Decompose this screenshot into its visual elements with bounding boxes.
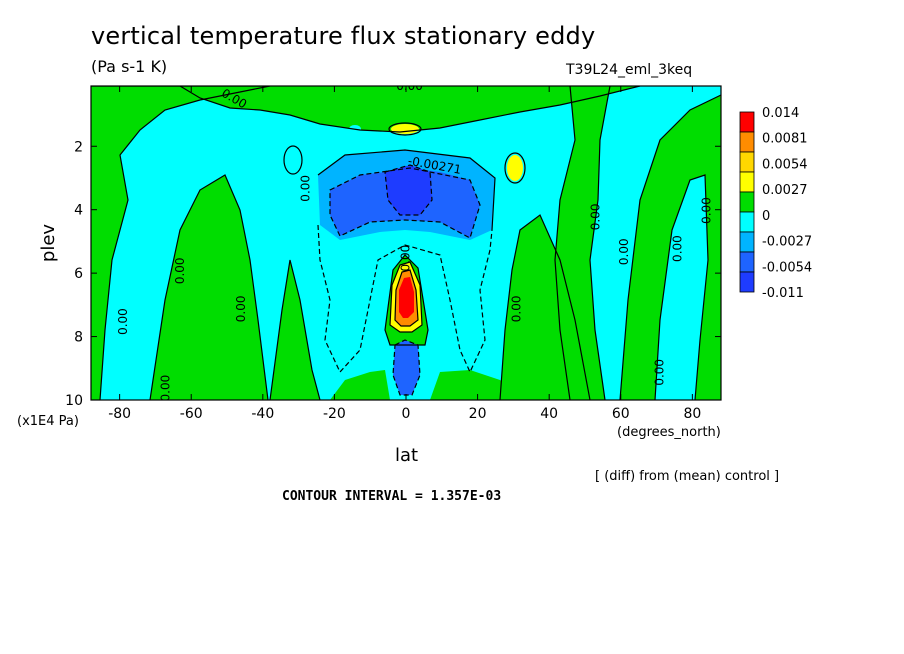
colorbar-segment bbox=[739, 151, 755, 173]
x-axis-units: (degrees_north) bbox=[617, 425, 721, 440]
negative-core bbox=[385, 165, 432, 215]
contour-label: 0.00 bbox=[510, 295, 524, 322]
colorbar-segment bbox=[739, 251, 755, 273]
x-tick-label: 40 bbox=[540, 406, 558, 422]
plot-area: 0.00 0.00-0.002710.000.000.000.000.000.00… bbox=[91, 79, 721, 402]
y-tick-label: 2 bbox=[74, 139, 83, 155]
contour-zero-line bbox=[91, 86, 271, 400]
x-tick-label: -40 bbox=[251, 406, 274, 422]
colorbar-legend: 0.014 0.0081 0.0054 0.0027 0 -0.0027 -0.0054 -0… bbox=[739, 106, 812, 301]
negative-gap-north bbox=[655, 175, 708, 400]
negative-core-lower bbox=[393, 340, 420, 395]
x-tick-label: 80 bbox=[683, 406, 701, 422]
contour-zero-line bbox=[149, 174, 269, 400]
contour-negative-dashed bbox=[384, 164, 433, 216]
contour-lines bbox=[91, 86, 721, 400]
run-id: T39L24_eml_3keq bbox=[566, 62, 693, 78]
contour-label: 0.00 bbox=[116, 308, 130, 335]
contour-label: 0.00 bbox=[617, 238, 631, 265]
x-tick-label: -80 bbox=[108, 406, 131, 422]
colorbar-label: 0.0027 bbox=[762, 183, 808, 198]
contour-negative-dashed bbox=[392, 339, 421, 396]
contour-positive-blob bbox=[388, 122, 422, 136]
y-axis: 2 4 6 8 10 bbox=[65, 139, 721, 409]
contour-positive-blob bbox=[283, 145, 303, 175]
positive-blob-ne bbox=[507, 155, 523, 181]
x-axis-label: lat bbox=[395, 445, 419, 466]
colorbar-segment bbox=[739, 191, 755, 213]
positive-region-sw-edge bbox=[270, 260, 320, 400]
y-axis-units: (x1E4 Pa) bbox=[17, 414, 79, 429]
chart-units: (Pa s-1 K) bbox=[91, 57, 168, 76]
contour-label: 0.00 bbox=[173, 257, 187, 284]
colorbar-label: 0.0081 bbox=[762, 132, 808, 147]
positive-region-midsouth bbox=[150, 175, 268, 400]
y-tick-label: 8 bbox=[74, 330, 83, 346]
x-tick-label: -20 bbox=[323, 406, 346, 422]
colorbar-label: 0.0054 bbox=[762, 157, 808, 172]
contour-label: 0.00 bbox=[699, 197, 713, 224]
y-axis-label: plev bbox=[38, 224, 59, 263]
contour-label: 0.00 bbox=[671, 235, 685, 262]
positive-region-top-band bbox=[180, 86, 640, 132]
positive-region-equator-bottom bbox=[330, 370, 390, 400]
colorbar-segment bbox=[739, 111, 755, 133]
contour-positive-core bbox=[394, 269, 419, 327]
contour-zero-line bbox=[554, 86, 576, 400]
negative-blob-sw bbox=[284, 124, 296, 132]
negative-blob-ne bbox=[516, 125, 528, 133]
colorbar-label: -0.0054 bbox=[762, 260, 812, 275]
colorbar-label: -0.0027 bbox=[762, 235, 812, 250]
contour-zero-line bbox=[317, 149, 496, 231]
contour-negative-dashed bbox=[329, 167, 481, 239]
x-tick-label: 60 bbox=[612, 406, 630, 422]
positive-blob-upper bbox=[391, 124, 419, 134]
contour-label: 0.00 bbox=[653, 359, 667, 386]
contour-interval: CONTOUR INTERVAL = 1.357E-03 bbox=[282, 489, 502, 504]
colorbar-segment bbox=[739, 231, 755, 253]
positive-region-south bbox=[91, 86, 270, 400]
contour-zero-line bbox=[269, 259, 321, 400]
contour-zero-line bbox=[654, 174, 709, 400]
x-tick-label: -60 bbox=[180, 406, 203, 422]
contour-label: 0.00 bbox=[159, 375, 173, 402]
contour-zero-line bbox=[499, 214, 591, 400]
contour-label: 0.00 bbox=[298, 175, 312, 202]
positive-core-max bbox=[399, 277, 414, 318]
chart-title: vertical temperature flux stationary edd… bbox=[91, 22, 596, 50]
contour-negative-dashed bbox=[317, 224, 493, 374]
colorbar-segment bbox=[739, 211, 755, 233]
y-tick-label: 4 bbox=[74, 203, 83, 219]
y-tick-label: 6 bbox=[74, 266, 83, 282]
y-tick-label: 10 bbox=[65, 393, 83, 409]
colorbar-segment bbox=[739, 271, 755, 293]
contour-zero-line bbox=[179, 86, 641, 133]
x-tick-label: 0 bbox=[402, 406, 411, 422]
colorbar-segment bbox=[739, 171, 755, 193]
contour-label: 0.00 bbox=[588, 204, 602, 231]
diff-note: [ (diff) from (mean) control ] bbox=[595, 469, 780, 484]
contour-zero-line bbox=[619, 94, 721, 400]
contour-label: 0.00 bbox=[234, 295, 248, 322]
contour-label: 0.00 bbox=[399, 245, 413, 272]
colorbar-label: -0.011 bbox=[762, 286, 804, 301]
contour-zero-line bbox=[589, 86, 611, 400]
contour-positive-blob bbox=[504, 152, 526, 184]
x-tick-label: 20 bbox=[469, 406, 487, 422]
x-axis: -80 -60 -40 -20 0 20 40 60 80 bbox=[108, 86, 701, 422]
positive-region-north-column bbox=[555, 86, 610, 400]
colorbar-label: 0 bbox=[762, 209, 770, 224]
contour-positive-core bbox=[389, 261, 423, 333]
contour-label: 0.00 bbox=[396, 79, 423, 93]
colorbar-segment bbox=[739, 131, 755, 153]
colorbar-label: 0.014 bbox=[762, 106, 799, 121]
